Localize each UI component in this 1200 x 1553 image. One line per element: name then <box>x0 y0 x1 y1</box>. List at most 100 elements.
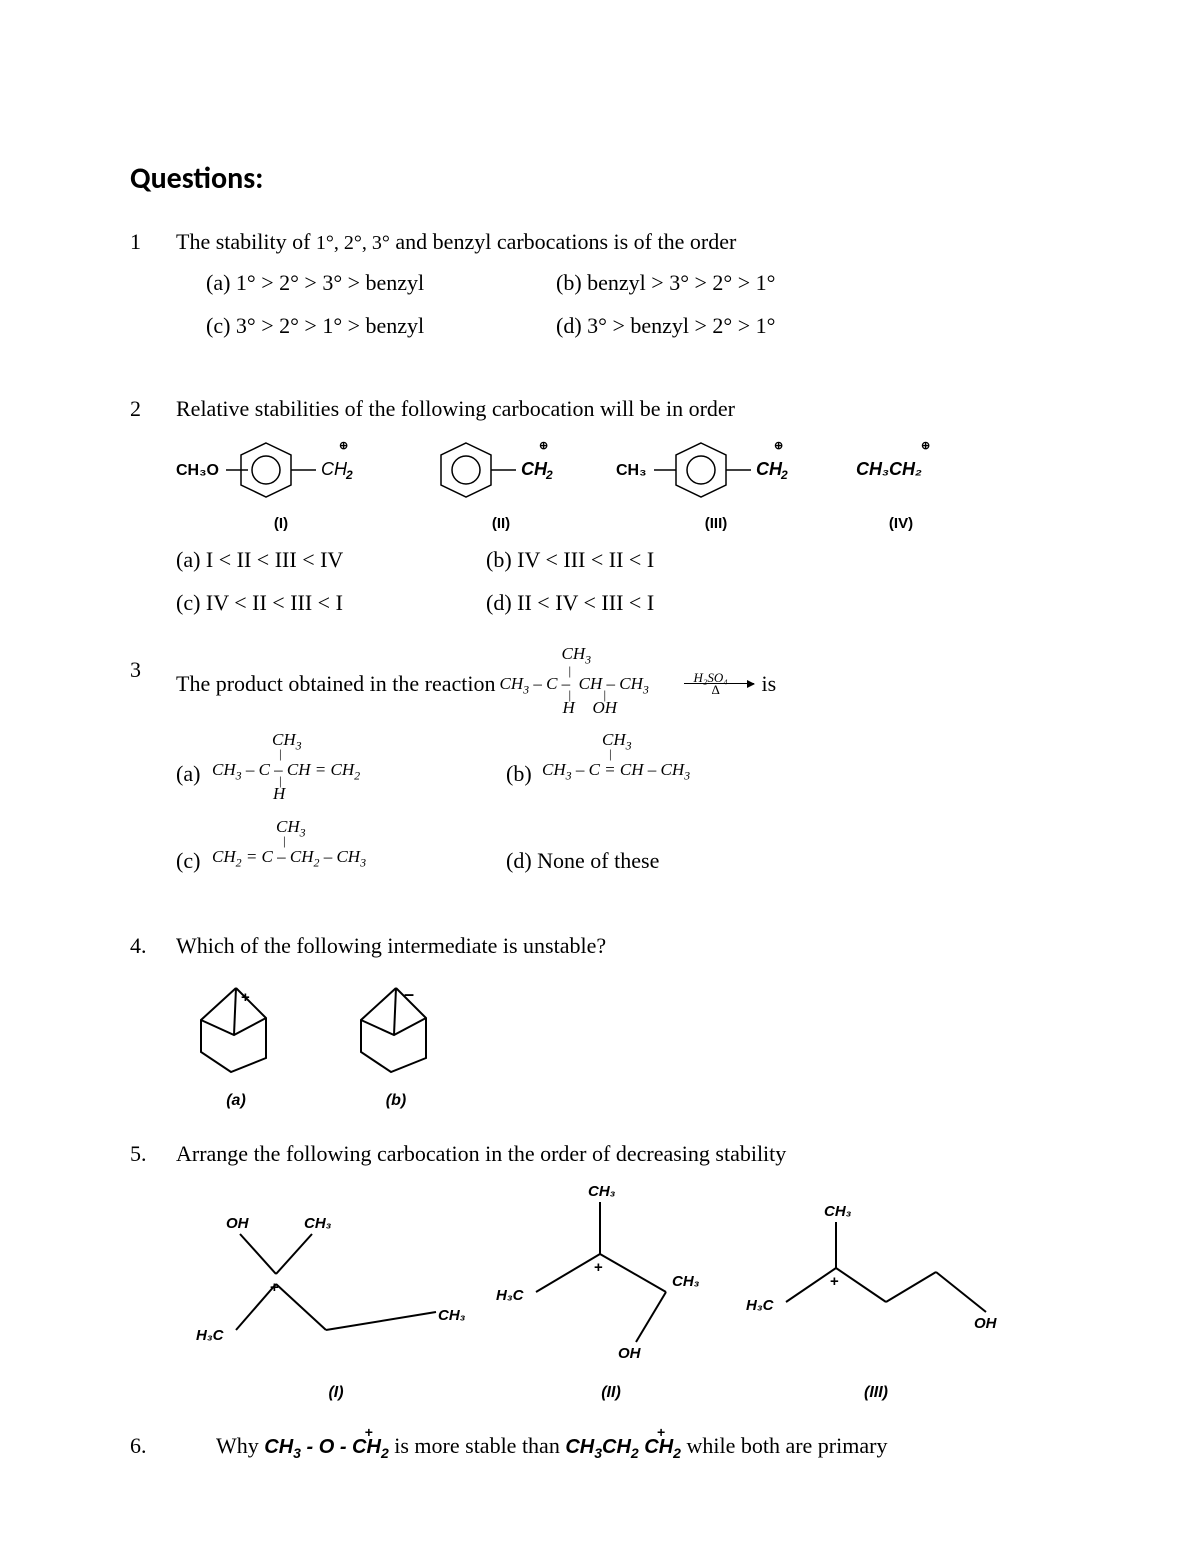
q4-label-a: (a) <box>186 1089 286 1113</box>
svg-text:+: + <box>241 989 250 1006</box>
svg-text:CH₃O: CH₃O <box>176 462 219 479</box>
q3-stem: The product obtained in the reaction <box>176 667 496 700</box>
q6-after: while both are primary <box>686 1433 887 1458</box>
question-6: 6. Why CH3 - O - CH+2 is more stable tha… <box>130 1429 1070 1464</box>
q1-stem-a: The stability of <box>176 229 316 254</box>
benzene-ring-icon: CH2 ⊕ <box>426 435 576 505</box>
q1-stem-b: and benzyl carbocations is of the order <box>390 229 736 254</box>
q6-formula-1: CH3 - O - CH+2 <box>264 1436 388 1458</box>
carbocation-structure-icon: CH₃ + CH₃ H₃C OH <box>496 1182 726 1372</box>
q5-label-ii: (II) <box>496 1381 726 1405</box>
svg-text:CH: CH <box>521 459 548 479</box>
q5-struct-2: CH₃ + CH₃ H₃C OH (II) <box>496 1182 726 1405</box>
q4-number: 4. <box>130 929 176 1113</box>
q2-body: Relative stabilities of the following ca… <box>176 392 1070 629</box>
q2-struct-4: ⊕ CH₃CH₂ (IV) <box>856 435 946 535</box>
svg-text:H₃C: H₃C <box>746 1297 775 1314</box>
q2-struct-3: CH₃ CH2 ⊕ (III) <box>616 435 816 535</box>
q4-struct-a: + (a) <box>186 980 286 1113</box>
reaction-arrow-icon: H₂SO₄ Δ <box>684 683 754 684</box>
svg-text:H₃C: H₃C <box>496 1287 525 1304</box>
q3-opt-c: (c) CH3 | CH2 = C – CH2 – CH3 <box>176 826 476 879</box>
q3-opt-a: (a) CH3 | CH3 – C – CH = CH2 | H <box>176 739 476 808</box>
q1-body: The stability of 1°, 2°, 3° and benzyl c… <box>176 225 1070 352</box>
q2-stem: Relative stabilities of the following ca… <box>176 392 1070 425</box>
svg-text:OH: OH <box>226 1215 250 1232</box>
q4-label-b: (b) <box>346 1089 446 1113</box>
svg-text:⊕: ⊕ <box>921 440 930 452</box>
q3-options: (a) CH3 | CH3 – C – CH = CH2 | H (b) CH3 <box>176 739 1070 879</box>
q5-struct-1: OH CH₃ + H₃C CH₃ (I) <box>196 1212 476 1405</box>
page-title: Questions: <box>130 160 1070 197</box>
q5-stem: Arrange the following carbocation in the… <box>176 1137 1070 1170</box>
q5-struct-3: CH₃ + H₃C OH (III) <box>746 1202 1006 1405</box>
svg-text:2: 2 <box>545 468 553 482</box>
q2-structures: CH₃O CH2 ⊕ (I) <box>176 435 1070 535</box>
q5-number: 5. <box>130 1137 176 1405</box>
svg-text:+: + <box>830 1273 839 1290</box>
benzene-ring-icon: CH₃ CH2 ⊕ <box>616 435 816 505</box>
svg-text:+: + <box>270 1279 279 1296</box>
q3-reagent-bot: Δ <box>712 680 720 700</box>
q2-label-i: (I) <box>176 513 386 536</box>
norbornyl-anion-icon: – <box>346 980 446 1080</box>
q4-stem: Which of the following intermediate is u… <box>176 929 1070 962</box>
svg-text:CH₃CH₂: CH₃CH₂ <box>856 459 922 479</box>
q2-label-ii: (II) <box>426 513 576 536</box>
question-3: 3 The product obtained in the reaction C… <box>130 653 1070 889</box>
q2-label-iii: (III) <box>616 513 816 536</box>
svg-text:⊕: ⊕ <box>774 440 783 452</box>
q2-number: 2 <box>130 392 176 629</box>
svg-text:CH₃: CH₃ <box>588 1183 616 1200</box>
q1-opt-a: (a) 1° > 2° > 3° > benzyl <box>206 266 526 299</box>
svg-text:–: – <box>404 984 414 1004</box>
question-4: 4. Which of the following intermediate i… <box>130 929 1070 1113</box>
q3-opt-d: (d) None of these <box>506 826 826 879</box>
svg-text:⊕: ⊕ <box>539 440 548 452</box>
svg-text:⊕: ⊕ <box>339 440 348 452</box>
q2-struct-1: CH₃O CH2 ⊕ (I) <box>176 435 386 535</box>
q5-body: Arrange the following carbocation in the… <box>176 1137 1070 1405</box>
svg-text:CH: CH <box>321 459 348 479</box>
q2-opt-b: (b) IV < III < II < I <box>486 543 806 576</box>
svg-text:CH₃: CH₃ <box>438 1307 466 1324</box>
q4-structures: + (a) – (b) <box>176 980 1070 1113</box>
svg-text:H₃C: H₃C <box>196 1327 225 1344</box>
question-2: 2 Relative stabilities of the following … <box>130 392 1070 629</box>
q2-opt-c: (c) IV < II < III < I <box>176 586 456 619</box>
q1-degrees: 1°, 2°, 3° <box>316 232 390 254</box>
question-1: 1 The stability of 1°, 2°, 3° and benzyl… <box>130 225 1070 352</box>
q3-body: The product obtained in the reaction CH3… <box>176 653 1070 889</box>
q6-mid: is more stable than <box>394 1433 565 1458</box>
q5-label-iii: (III) <box>746 1381 1006 1405</box>
svg-text:+: + <box>594 1259 603 1276</box>
svg-text:CH₃: CH₃ <box>672 1273 700 1290</box>
q3-number: 3 <box>130 653 176 889</box>
benzene-ring-icon: CH₃O CH2 ⊕ <box>176 435 386 505</box>
svg-text:CH₃: CH₃ <box>824 1203 852 1220</box>
q4-body: Which of the following intermediate is u… <box>176 929 1070 1113</box>
svg-text:OH: OH <box>618 1345 642 1362</box>
q6-number: 6. <box>130 1429 176 1464</box>
carbocation-structure-icon: CH₃ + H₃C OH <box>746 1202 1006 1372</box>
ethyl-cation-icon: ⊕ CH₃CH₂ <box>856 435 946 505</box>
q1-options: (a) 1° > 2° > 3° > benzyl (b) benzyl > 3… <box>176 266 1070 342</box>
svg-text:2: 2 <box>345 468 353 482</box>
q5-label-i: (I) <box>196 1381 476 1405</box>
q3-is: is <box>762 667 777 700</box>
q2-options: (a) I < II < III < IV (b) IV < III < II … <box>176 543 1070 619</box>
q1-opt-d: (d) 3° > benzyl > 2° > 1° <box>556 309 876 342</box>
norbornyl-cation-icon: + <box>186 980 286 1080</box>
q1-number: 1 <box>130 225 176 352</box>
q3-reactant: CH3 CH3 – C – CH – CH3 | | | H OH <box>500 653 680 713</box>
q5-structures: OH CH₃ + H₃C CH₃ (I) <box>176 1182 1070 1405</box>
q1-opt-b: (b) benzyl > 3° > 2° > 1° <box>556 266 876 299</box>
carbocation-structure-icon: OH CH₃ + H₃C CH₃ <box>196 1212 476 1372</box>
q1-opt-c: (c) 3° > 2° > 1° > benzyl <box>206 309 526 342</box>
svg-text:CH₃: CH₃ <box>304 1215 332 1232</box>
question-5: 5. Arrange the following carbocation in … <box>130 1137 1070 1405</box>
svg-text:2: 2 <box>780 468 788 482</box>
page: Questions: 1 The stability of 1°, 2°, 3°… <box>0 0 1200 1548</box>
svg-text:CH: CH <box>756 459 783 479</box>
q2-opt-d: (d) II < IV < III < I <box>486 586 806 619</box>
